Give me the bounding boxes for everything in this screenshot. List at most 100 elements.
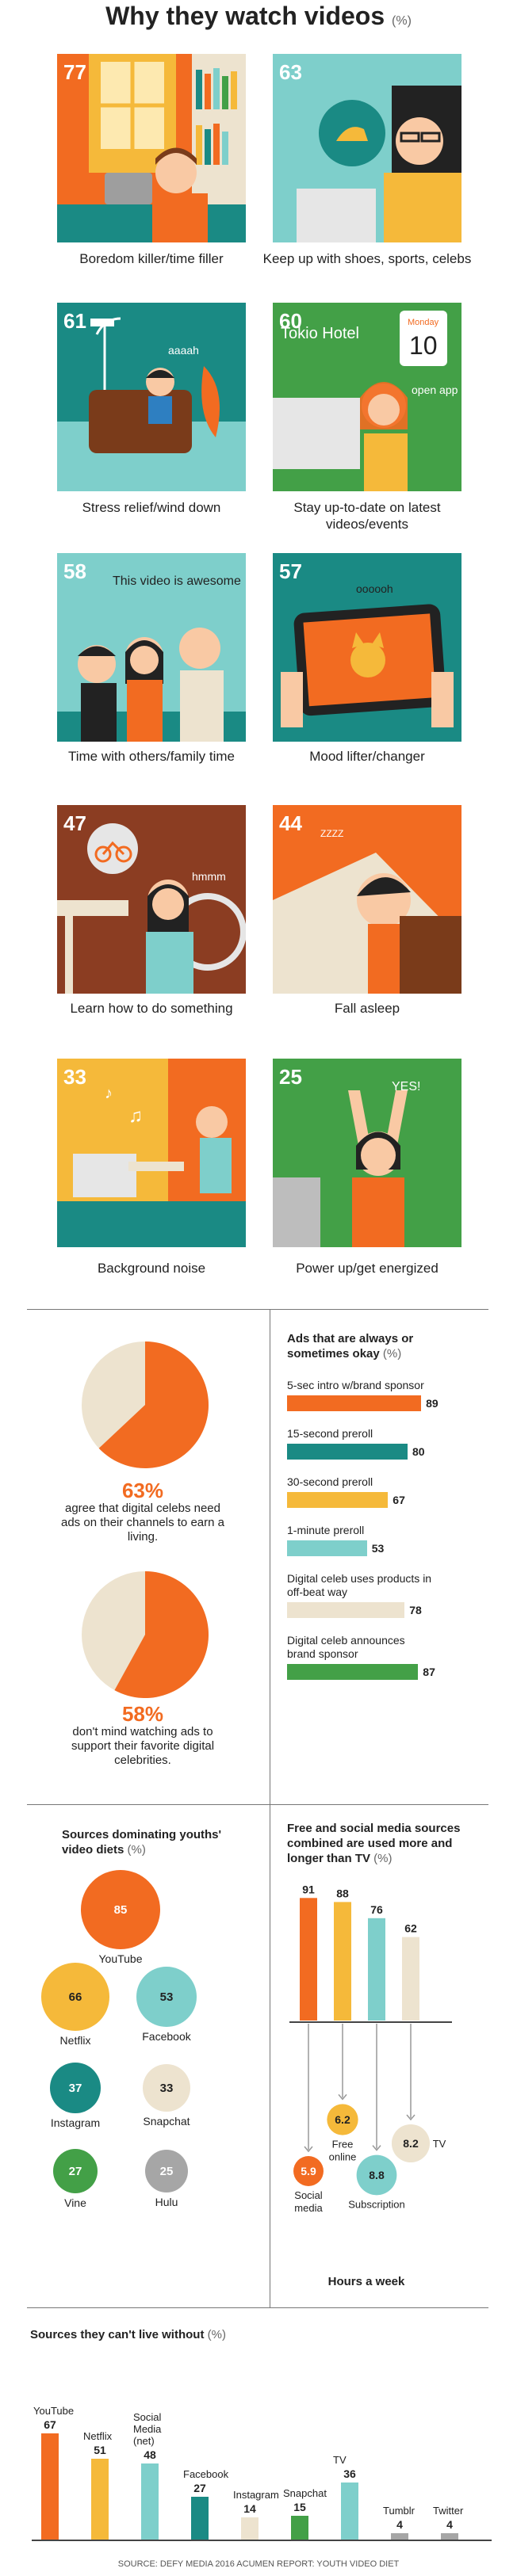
tile-caption: Stress relief/wind down [82, 500, 221, 515]
source-label: Snapchat [143, 2115, 190, 2128]
title-unit: (%) [392, 14, 412, 28]
social-title-text: Free and social media sources combined a… [287, 1822, 461, 1865]
cant-live-title: Sources they can't live without (%) [30, 2327, 427, 2342]
usage-bar [334, 1902, 351, 2021]
cant-live-unit: (%) [207, 2328, 226, 2341]
usage-value: 76 [370, 1903, 383, 1916]
ad-label: 1-minute preroll [287, 1524, 365, 1536]
tile-mood: oooooh 57 [273, 553, 461, 742]
cant-live-label: Twitter [433, 2505, 464, 2517]
cant-live-bar [441, 2533, 458, 2540]
tile-value: 61 [63, 309, 86, 333]
source-label: Netflix [59, 2033, 91, 2047]
chevron-down-icon [406, 2114, 416, 2121]
tile-keep-up: 63 [273, 54, 461, 242]
cant-live-value: 36 [343, 2467, 356, 2480]
tile-caption: Time with others/family time [67, 749, 236, 764]
pie-percent: 58% [121, 1702, 164, 1726]
hours-bubble [293, 2156, 324, 2186]
cant-live-label: (net) [133, 2435, 155, 2447]
cant-live-value: 15 [293, 2501, 306, 2513]
tile-stress: aaaah 61 [57, 303, 246, 491]
speech-text: oooooh [356, 582, 393, 595]
cant-live-bar [91, 2459, 109, 2540]
ad-value: 67 [393, 1494, 405, 1506]
hours-label: Hours a week [327, 2275, 405, 2288]
source-bubble: 66 [41, 1963, 109, 2031]
source-label: Vine [64, 2196, 86, 2210]
cant-live-label: Tumblr [383, 2505, 416, 2517]
pie-slice [114, 1571, 209, 1698]
tile-value: 63 [279, 60, 302, 84]
source-bubble: 37 [50, 2063, 101, 2113]
ads-title-text: Ads that are always or sometimes okay [287, 1332, 414, 1361]
tile-caption: Mood lifter/changer [309, 749, 425, 764]
music-note-icon: ♪ [105, 1085, 113, 1102]
tile-caption: Background noise [97, 1261, 206, 1276]
hours-bubble [391, 2124, 431, 2163]
tile-learn: hmmm 47 [57, 805, 246, 994]
stress-illustration: aaaah [57, 303, 246, 491]
ad-label: 15-second preroll [287, 1427, 373, 1440]
cant-live-bar [241, 2517, 258, 2540]
ads-unit: (%) [382, 1347, 402, 1361]
chevron-down-icon [338, 2093, 347, 2101]
speech-text: aaaah [168, 344, 199, 357]
ad-label: 30-second preroll [287, 1475, 373, 1488]
music-note-icon: ♫ [128, 1105, 143, 1127]
section-divider [27, 1804, 488, 1805]
tile-caption: Power up/get energized [296, 1261, 438, 1276]
pie-text: agree that digital celebs need ads on th… [61, 1502, 224, 1544]
speech-text: This video is awesome [113, 574, 241, 588]
source-bubble: 27 [52, 2148, 98, 2194]
ad-value: 87 [423, 1666, 435, 1678]
snore-text: ZZZZ [320, 828, 343, 839]
cant-live-label: Snapchat [283, 2487, 327, 2499]
sources-unit: (%) [127, 1843, 146, 1857]
cant-live-bar [141, 2463, 159, 2540]
up-to-date-illustration: Monday 10 Tokio Hotel open app [273, 303, 461, 491]
boredom-illustration [57, 54, 246, 242]
ad-bar [287, 1664, 419, 1680]
hours-bubble [327, 2104, 358, 2135]
usage-bar [368, 1918, 385, 2021]
cant-live-value: 27 [193, 2482, 206, 2494]
source-label: Instagram [50, 2116, 101, 2129]
cant-live-bar [41, 2433, 59, 2540]
tile-value: 57 [279, 559, 302, 583]
ad-value: 78 [409, 1604, 422, 1616]
pie-percent: 63% [121, 1479, 164, 1502]
source-bubble: 25 [144, 2149, 189, 2193]
source-label: Hulu [155, 2196, 178, 2209]
tile-caption: Boredom killer/time filler [79, 251, 224, 266]
tile-caption: Fall asleep [334, 1001, 400, 1016]
pie-text: don't mind watching ads to support their… [71, 1725, 215, 1767]
cant-live-bar [191, 2497, 209, 2540]
cant-live-value: 67 [44, 2418, 56, 2431]
hours-label: media [294, 2202, 323, 2214]
hours-label: Subscription [348, 2198, 405, 2210]
usage-bar [402, 1937, 419, 2021]
cant-live-value: 48 [144, 2448, 156, 2461]
mood-illustration: oooooh [273, 553, 461, 742]
cant-live-label: TV [333, 2454, 347, 2466]
sources-title-text: Sources dominating youths' video diets [62, 1828, 222, 1857]
ad-bar [287, 1395, 422, 1411]
cant-live-bar [341, 2483, 358, 2540]
calendar-day: 10 [409, 331, 438, 360]
page-title: Why they watch videos (%) [0, 0, 517, 37]
tile-caption: Keep up with shoes, sports, celebs [262, 251, 472, 266]
tile-boredom: 77 [57, 54, 246, 242]
tile-value: 25 [279, 1065, 302, 1089]
ad-label: Digital celeb announces brand sponsor [287, 1634, 405, 1660]
chevron-down-icon [372, 2145, 381, 2151]
ads-bar-chart: 5-sec intro w/brand sponsor 89 15-second p… [287, 1379, 493, 1704]
hours-label: TV [433, 2138, 446, 2150]
hours-bubble [356, 2154, 397, 2196]
ad-bar [287, 1602, 405, 1618]
speech-text: YES! [392, 1080, 420, 1093]
hours-label: Social [294, 2189, 323, 2201]
learn-illustration: hmmm [57, 805, 246, 994]
ad-value: 53 [371, 1542, 385, 1555]
